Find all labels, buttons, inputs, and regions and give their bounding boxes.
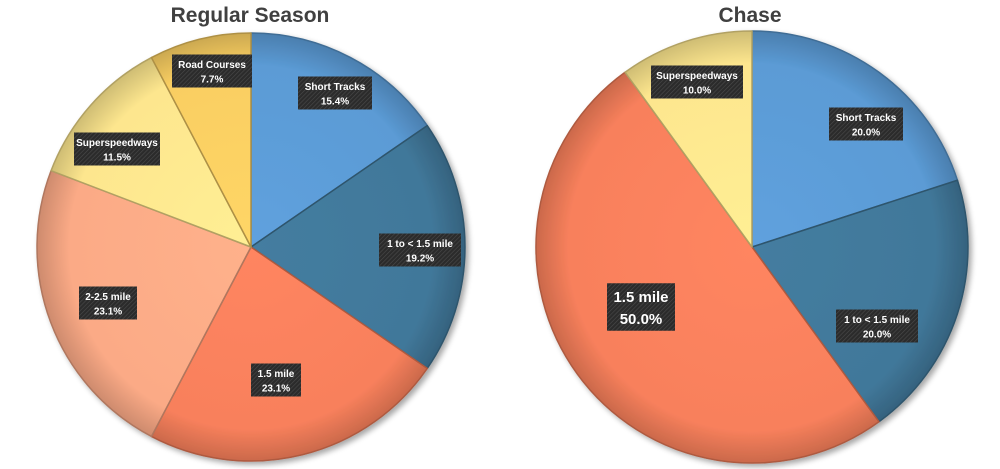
pie-slice-1-5-mile bbox=[150, 246, 428, 462]
pie-1: Short Tracks 20.0% 1 to < 1.5 mile 20.0% 1.5… bbox=[535, 30, 969, 464]
slice-value-label: 23.1% bbox=[94, 306, 122, 317]
slice-category-label: 2-2.5 mile bbox=[85, 292, 131, 303]
data-label-box bbox=[79, 286, 137, 320]
slice-value-label: 20.0% bbox=[852, 127, 880, 138]
chase-title: Chase bbox=[718, 4, 782, 27]
data-label: Short Tracks 15.4% bbox=[298, 76, 372, 110]
data-label-box bbox=[829, 107, 903, 141]
data-label-box bbox=[836, 309, 918, 343]
data-label: Short Tracks 20.0% bbox=[829, 107, 903, 141]
slice-category-label: Road Courses bbox=[178, 60, 246, 71]
pie-slice-2-2-5-mile bbox=[36, 169, 252, 438]
data-label: 2-2.5 mile 23.1% bbox=[79, 286, 137, 320]
slice-category-label: 1.5 mile bbox=[613, 289, 668, 306]
data-label-box bbox=[607, 283, 675, 331]
data-label-box bbox=[379, 233, 461, 267]
slice-value-label: 19.2% bbox=[406, 253, 434, 264]
slice-value-label: 15.4% bbox=[321, 96, 349, 107]
pie-slice-short-tracks bbox=[250, 32, 428, 248]
slice-value-label: 11.5% bbox=[103, 152, 131, 163]
pie-slice-1-to-1-5-mile bbox=[751, 179, 969, 423]
slice-value-label: 50.0% bbox=[620, 311, 663, 328]
data-label-box bbox=[251, 363, 301, 397]
slice-category-label: Short Tracks bbox=[836, 113, 897, 124]
pie-slice-1-5-mile bbox=[535, 71, 880, 464]
data-label-box bbox=[298, 76, 372, 110]
data-label: 1.5 mile 50.0% bbox=[607, 283, 675, 331]
data-label-box bbox=[172, 54, 252, 88]
slice-category-label: Superspeedways bbox=[76, 138, 158, 149]
data-label: Superspeedways 11.5% bbox=[74, 132, 160, 166]
slice-value-label: 7.7% bbox=[201, 74, 224, 85]
slice-category-label: 1 to < 1.5 mile bbox=[844, 315, 910, 326]
data-label: Road Courses 7.7% bbox=[172, 54, 252, 88]
pie-slice-1-to-1-5-mile bbox=[250, 124, 466, 370]
slice-category-label: Short Tracks bbox=[305, 82, 366, 93]
data-label: 1 to < 1.5 mile 19.2% bbox=[379, 233, 461, 267]
data-label: 1 to < 1.5 mile 20.0% bbox=[836, 309, 918, 343]
slice-value-label: 23.1% bbox=[262, 383, 290, 394]
pie-0: Short Tracks 15.4% 1 to < 1.5 mile 19.2% 1.5… bbox=[36, 32, 466, 462]
slice-category-label: 1 to < 1.5 mile bbox=[387, 239, 453, 250]
data-label: Superspeedways 10.0% bbox=[651, 65, 743, 99]
regular-season-title: Regular Season bbox=[170, 4, 330, 27]
slice-category-label: Superspeedways bbox=[656, 71, 738, 82]
slice-category-label: 1.5 mile bbox=[258, 369, 295, 380]
data-label-box bbox=[74, 132, 160, 166]
data-label-box bbox=[651, 65, 743, 99]
data-label: 1.5 mile 23.1% bbox=[251, 363, 301, 397]
slice-value-label: 20.0% bbox=[863, 329, 891, 340]
slice-value-label: 10.0% bbox=[683, 85, 711, 96]
